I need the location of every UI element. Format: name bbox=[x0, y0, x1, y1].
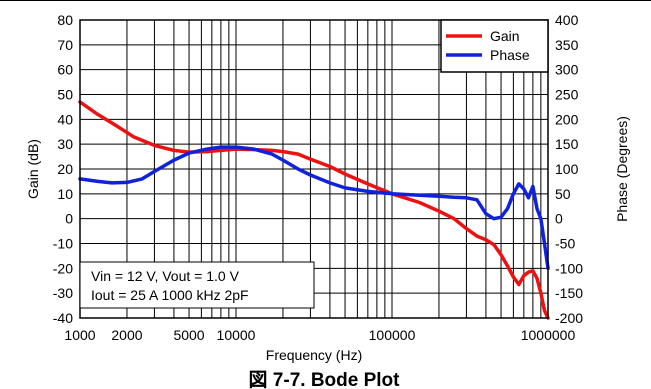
annotation-line-1: Vin = 12 V, Vout = 1.0 V bbox=[91, 268, 240, 284]
gain-tick-label: -30 bbox=[53, 285, 73, 301]
frequency-tick-label: 1000000 bbox=[521, 327, 576, 343]
phase-tick-label: -200 bbox=[555, 310, 583, 326]
gain-tick-label: 80 bbox=[57, 12, 73, 28]
phase-tick-label: 250 bbox=[555, 87, 579, 103]
series-line-phase bbox=[78, 145, 550, 271]
phase-tick-label: -50 bbox=[555, 236, 575, 252]
annotation-box bbox=[79, 261, 315, 309]
frequency-tick-label: 5000 bbox=[173, 327, 204, 343]
gain-tick-label: 0 bbox=[65, 211, 73, 227]
phase-tick-label: 0 bbox=[555, 211, 563, 227]
legend: Gain Phase bbox=[440, 19, 549, 73]
y2-axis-label: Phase (Degrees) bbox=[614, 116, 630, 222]
frequency-tick-label: 100000 bbox=[369, 327, 416, 343]
annotation: Vin = 12 V, Vout = 1.0 V Iout = 25 A 100… bbox=[79, 261, 315, 309]
phase-tick-label: 50 bbox=[555, 186, 571, 202]
gain-tick-label: 30 bbox=[57, 136, 73, 152]
frequency-tick-label: 10000 bbox=[217, 327, 256, 343]
phase-tick-labels: 400 350 300 250 200 150 100 50 0 -50 -100 -150 -200 bbox=[555, 12, 583, 326]
series-layer bbox=[78, 100, 550, 320]
frequency-tick-label: 2000 bbox=[111, 327, 142, 343]
legend-box bbox=[440, 19, 549, 73]
gain-tick-label: 10 bbox=[57, 186, 73, 202]
gain-tick-label: -10 bbox=[53, 236, 73, 252]
gain-tick-label: -40 bbox=[53, 310, 73, 326]
gain-tick-label: -20 bbox=[53, 260, 73, 276]
legend-gain-label: Gain bbox=[490, 28, 520, 44]
gain-tick-label: 70 bbox=[57, 37, 73, 53]
gain-tick-label: 60 bbox=[57, 62, 73, 78]
gain-tick-labels: 80 70 60 50 40 30 20 10 0 -10 -20 -30 -40 bbox=[53, 12, 73, 326]
frequency-tick-label: 1000 bbox=[64, 327, 95, 343]
phase-tick-label: -100 bbox=[555, 260, 583, 276]
x-axis-label: Frequency (Hz) bbox=[266, 347, 362, 363]
phase-tick-label: 400 bbox=[555, 12, 579, 28]
phase-tick-label: -150 bbox=[555, 285, 583, 301]
figure-caption: 図 7-7. Bode Plot bbox=[249, 369, 401, 389]
phase-tick-label: 100 bbox=[555, 161, 579, 177]
frequency-tick-labels: 1000 2000 5000 10000 100000 1000000 bbox=[64, 327, 575, 343]
phase-tick-label: 200 bbox=[555, 111, 579, 127]
plot-frame bbox=[79, 19, 549, 319]
phase-tick-label: 300 bbox=[555, 62, 579, 78]
y-axis-label: Gain (dB) bbox=[25, 139, 41, 199]
annotation-line-2: Iout = 25 A 1000 kHz 2pF bbox=[91, 287, 249, 303]
phase-tick-label: 150 bbox=[555, 136, 579, 152]
phase-tick-label: 350 bbox=[555, 37, 579, 53]
gain-tick-label: 40 bbox=[57, 111, 73, 127]
legend-phase-label: Phase bbox=[490, 47, 530, 63]
gain-tick-label: 20 bbox=[57, 161, 73, 177]
gain-tick-label: 50 bbox=[57, 87, 73, 103]
